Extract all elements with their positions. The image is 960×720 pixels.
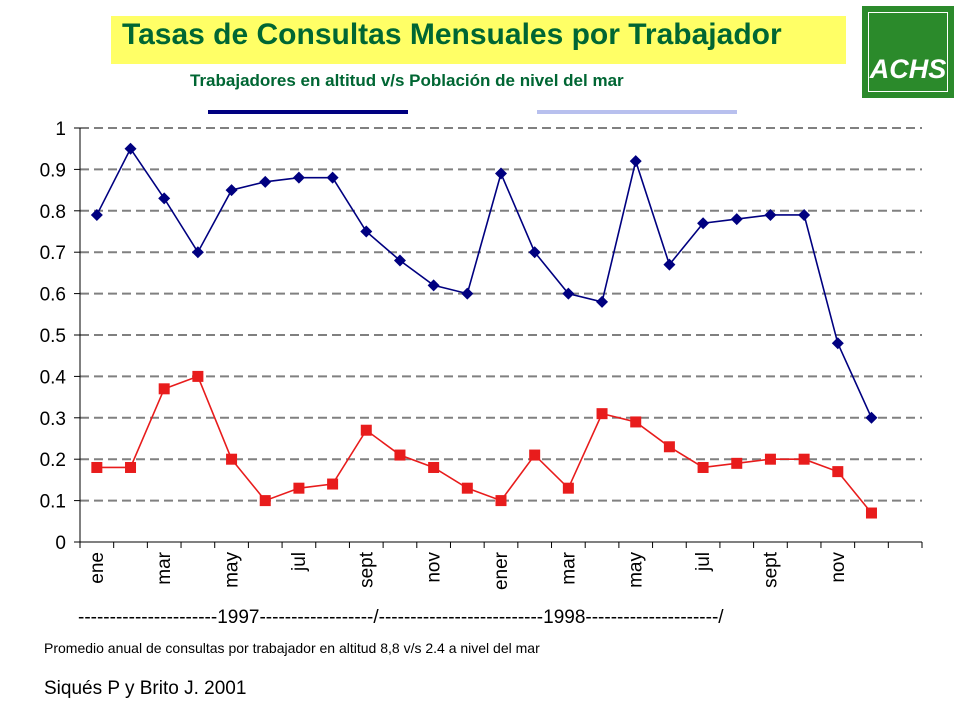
data-point bbox=[697, 461, 709, 473]
data-point bbox=[562, 287, 575, 300]
page-title: Tasas de Consultas Mensuales por Trabaja… bbox=[122, 18, 782, 51]
line-chart: 1 0.9 0.8 0.7 0.6 0.5 0.4 0.3 0.2 0.1 0 ene mar may j… bbox=[40, 119, 923, 590]
achs-logo: ACHS bbox=[862, 6, 954, 98]
axes bbox=[74, 127, 923, 548]
data-point bbox=[125, 461, 137, 473]
data-point bbox=[158, 192, 171, 205]
footnote: Promedio anual de consultas por trabajad… bbox=[44, 640, 540, 656]
y-tick-label: 0.9 bbox=[40, 160, 66, 181]
data-point bbox=[192, 370, 204, 382]
data-point bbox=[495, 167, 507, 180]
x-tick-label: mar bbox=[154, 551, 175, 584]
data-point bbox=[91, 461, 103, 473]
x-tick-labels: ene mar may jul sept nov ener mar may jul sept nov bbox=[87, 551, 849, 590]
x-tick-label: sept bbox=[356, 551, 377, 588]
data-point bbox=[394, 449, 406, 461]
data-point bbox=[428, 461, 440, 473]
y-tick-label: 0.6 bbox=[40, 285, 66, 306]
y-tick-label: 0.5 bbox=[40, 326, 66, 347]
data-point bbox=[259, 495, 271, 507]
data-point bbox=[326, 171, 339, 184]
logo-frame bbox=[868, 12, 948, 92]
x-tick-label: jul bbox=[289, 552, 310, 572]
data-point bbox=[360, 424, 372, 436]
x-tick-label: may bbox=[222, 552, 243, 588]
data-point bbox=[798, 453, 810, 465]
page-subtitle: Trabajadores en altitud v/s Población de… bbox=[190, 71, 624, 90]
data-point bbox=[427, 279, 440, 292]
series-layer bbox=[90, 142, 878, 519]
data-point bbox=[832, 466, 844, 478]
data-point bbox=[327, 478, 339, 490]
data-point bbox=[798, 208, 811, 221]
data-point bbox=[90, 208, 103, 221]
x-tick-label: may bbox=[626, 552, 647, 588]
data-point bbox=[226, 453, 238, 465]
x-tick-label: mar bbox=[558, 551, 579, 584]
legend-line-sea-level bbox=[537, 110, 737, 114]
data-point bbox=[259, 175, 272, 188]
y-tick-label: 0.4 bbox=[40, 367, 67, 388]
data-point bbox=[495, 495, 507, 507]
y-tick-label: 0.8 bbox=[40, 202, 66, 223]
data-point bbox=[764, 208, 777, 221]
x-tick-label: sept bbox=[760, 551, 781, 588]
data-point bbox=[629, 155, 642, 168]
x-tick-label: nov bbox=[828, 552, 849, 583]
data-point bbox=[764, 453, 776, 465]
data-point bbox=[596, 408, 608, 420]
x-tick-label: ener bbox=[491, 551, 512, 590]
y-tick-labels: 1 0.9 0.8 0.7 0.6 0.5 0.4 0.3 0.2 0.1 0 bbox=[40, 119, 67, 554]
y-tick-label: 0.1 bbox=[40, 492, 66, 513]
data-point bbox=[528, 246, 541, 259]
data-point bbox=[697, 217, 710, 230]
data-point bbox=[663, 441, 675, 453]
data-point bbox=[663, 258, 676, 271]
x-tick-label: nov bbox=[424, 552, 445, 583]
y-tick-label: 0.3 bbox=[40, 409, 66, 430]
period-label: ----------------------1997--------------… bbox=[78, 607, 724, 628]
x-tick-label: ene bbox=[87, 552, 108, 584]
data-point bbox=[562, 482, 574, 494]
logo-text: ACHS bbox=[869, 54, 947, 84]
y-tick-label: 0 bbox=[55, 533, 66, 554]
source-citation: Siqués P y Brito J. 2001 bbox=[44, 678, 247, 699]
x-tick-label: jul bbox=[693, 552, 714, 572]
data-point bbox=[292, 171, 305, 184]
title-highlight bbox=[111, 16, 846, 64]
data-point bbox=[865, 411, 878, 424]
data-point bbox=[596, 295, 609, 308]
data-point bbox=[731, 457, 743, 469]
series-line-2 bbox=[96, 375, 873, 514]
y-tick-label: 1 bbox=[55, 119, 66, 140]
data-point bbox=[393, 254, 406, 267]
grid-lines bbox=[80, 127, 922, 502]
data-point bbox=[360, 225, 373, 238]
legend-line-altitude bbox=[208, 110, 408, 114]
data-point bbox=[831, 337, 844, 350]
data-point bbox=[730, 213, 743, 226]
data-point bbox=[124, 142, 137, 155]
data-point bbox=[191, 246, 204, 259]
y-tick-label: 0.7 bbox=[40, 243, 66, 264]
data-point bbox=[158, 383, 170, 395]
data-point bbox=[461, 287, 474, 300]
data-point bbox=[293, 482, 305, 494]
series-line-1 bbox=[96, 147, 873, 419]
data-point bbox=[529, 449, 541, 461]
data-point bbox=[225, 184, 238, 197]
data-point bbox=[461, 482, 473, 494]
data-point bbox=[865, 507, 877, 519]
data-point bbox=[630, 416, 642, 428]
y-tick-label: 0.2 bbox=[40, 450, 66, 471]
